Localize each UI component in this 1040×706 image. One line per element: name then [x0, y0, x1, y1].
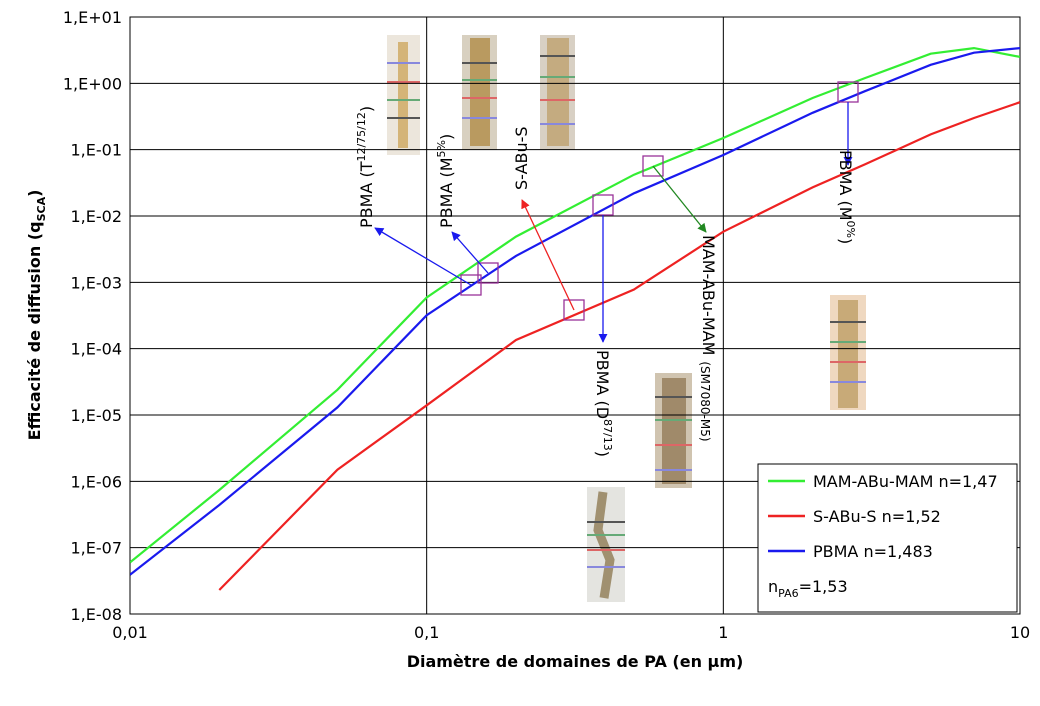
y-axis-label-tail: ) — [25, 190, 44, 197]
marker-box — [563, 299, 585, 321]
legend-label: MAM-ABu-MAM n=1,47 — [813, 472, 998, 491]
annotation: PBMA (M5%) — [435, 134, 456, 228]
y-tick-label: 1,E-08 — [70, 605, 122, 624]
annotation-text: MAM-ABu-MAM — [699, 235, 718, 355]
y-tick-label: 1,E-07 — [70, 539, 122, 558]
x-tick-label: 0,01 — [112, 623, 148, 642]
x-tick-label: 10 — [1010, 623, 1030, 642]
arrow — [374, 227, 472, 286]
annotation-text: PBMA (M — [437, 157, 456, 228]
y-tick-label: 1,E-04 — [70, 340, 122, 359]
arrow — [451, 231, 489, 274]
annotation-sup: 12/75/12 — [355, 112, 368, 161]
annotation-tail: ) — [836, 238, 855, 244]
legend-note-tail: =1,53 — [799, 577, 848, 596]
annotation-tail: ) — [357, 106, 376, 112]
sample-image — [462, 35, 497, 150]
y-axis-label: Efficacité de diffusion (qSCA) — [25, 190, 48, 441]
annotation-small: (SM7080-M5) — [698, 361, 712, 441]
annotation-text: PBMA (M — [836, 150, 855, 221]
plot-border — [129, 16, 1021, 615]
sample-image — [587, 487, 625, 602]
y-axis-label-sub: SCA — [35, 196, 48, 221]
marker-box — [477, 262, 499, 284]
y-tick-label: 1,E-06 — [70, 472, 122, 491]
series-line — [130, 46, 1020, 564]
x-tick-label: 1 — [718, 623, 728, 642]
series-line — [130, 47, 1020, 576]
annotation-text: PBMA (T — [357, 161, 376, 228]
legend-label: PBMA n=1,483 — [813, 542, 933, 561]
legend-box — [757, 463, 1018, 613]
x-axis-label: Diamètre de domaines de PA (en µm) — [407, 652, 744, 671]
legend-note-text: n — [768, 577, 778, 596]
x-tick-label: 0,1 — [414, 623, 439, 642]
annotation: PBMA (M0%) — [836, 150, 857, 244]
sample-image — [387, 35, 420, 155]
sample-image — [655, 373, 692, 488]
sample-image — [540, 35, 575, 150]
y-axis-label-text: Efficacité de diffusion (q — [25, 221, 44, 440]
annotation-tail: ) — [437, 134, 456, 140]
arrow — [652, 165, 707, 233]
marker-box — [642, 155, 664, 177]
series-line — [218, 101, 1020, 591]
annotation: PBMA (D87/13) — [593, 350, 614, 457]
annotation-sup: 0% — [844, 221, 857, 238]
y-tick-label: 1,E-03 — [70, 273, 122, 292]
annotation-sup: 87/13 — [601, 419, 614, 451]
y-tick-label: 1,E-02 — [70, 207, 122, 226]
annotation: MAM-ABu-MAM (SM7080-M5) — [698, 235, 718, 442]
legend-label: S-ABu-S n=1,52 — [813, 507, 941, 526]
annotation-tail: ) — [593, 451, 612, 457]
legend-note-sub: PA6 — [778, 587, 798, 600]
annotation: PBMA (T12/75/12) — [355, 106, 376, 228]
legend-note: nPA6=1,53 — [768, 577, 848, 600]
y-tick-label: 1,E-05 — [70, 406, 122, 425]
annotation: S-ABu-S — [512, 126, 531, 190]
annotation-text: S-ABu-S — [512, 126, 531, 190]
annotation-text: PBMA (D — [593, 350, 612, 419]
annotation-sup: 5% — [435, 140, 448, 157]
sample-image — [830, 295, 866, 410]
arrow — [521, 199, 575, 311]
y-tick-label: 1,E-01 — [70, 141, 122, 160]
marker-box — [460, 274, 482, 296]
sample-images — [387, 35, 866, 602]
y-tick-label: 1,E+00 — [63, 74, 122, 93]
y-tick-label: 1,E+01 — [63, 8, 122, 27]
